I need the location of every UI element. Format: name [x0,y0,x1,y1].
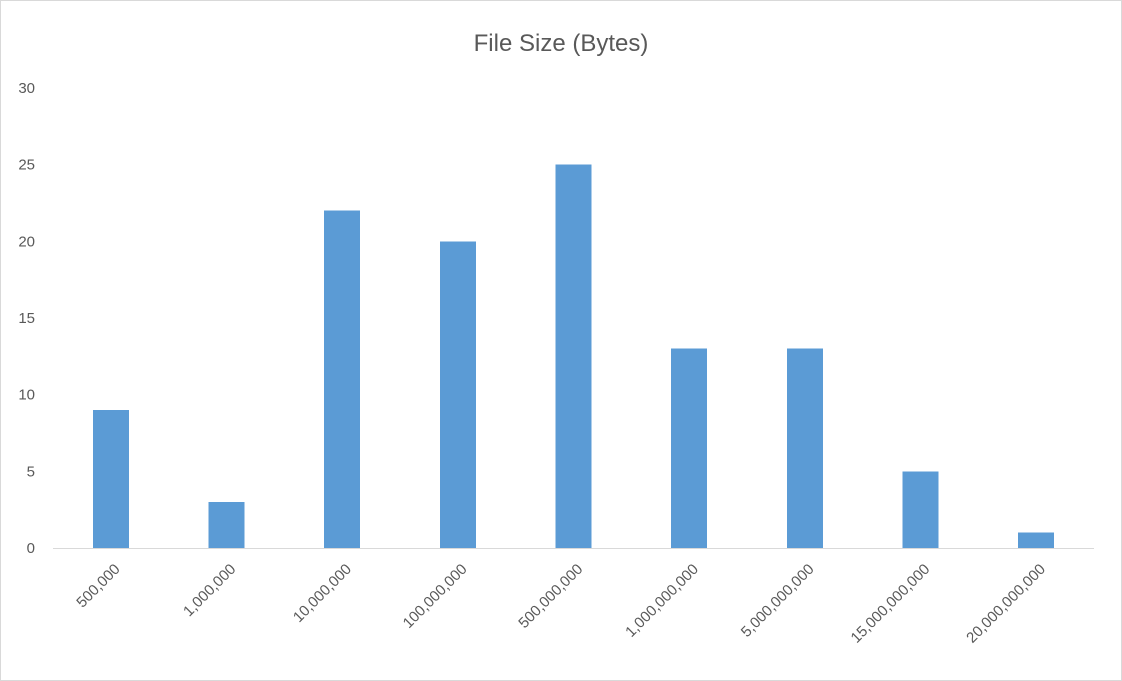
bar-0 [92,410,129,548]
bar-2 [324,210,361,548]
y-tick-label: 15 [18,310,35,327]
y-axis-ticks: 0 5 10 15 20 25 30 [18,80,35,557]
y-tick-label: 10 [18,387,35,404]
bars [92,164,1055,549]
bar-1 [208,502,245,548]
y-tick-label: 20 [18,233,35,250]
bar-6 [786,348,823,548]
x-tick-label: 1,000,000,000 [622,561,702,641]
x-tick-label: 500,000,000 [515,561,586,632]
bar-4 [555,164,592,548]
x-tick-label: 1,000,000 [180,561,239,620]
bar-3 [439,241,476,549]
x-tick-label: 15,000,000,000 [848,561,934,647]
x-tick-label: 100,000,000 [400,561,471,632]
x-tick-label: 5,000,000,000 [738,561,818,641]
bar-8 [1018,532,1055,548]
x-tick-label: 10,000,000 [290,561,355,626]
x-tick-label: 20,000,000,000 [963,561,1049,647]
x-axis-ticks: 500,000 1,000,000 10,000,000 100,000,000 500… [73,561,1049,647]
bar-5 [671,348,708,548]
chart-title: File Size (Bytes) [474,30,649,57]
bar-7 [902,471,939,548]
y-tick-label: 0 [27,540,35,557]
x-tick-label: 500,000 [73,561,123,611]
y-tick-label: 5 [27,463,35,480]
y-tick-label: 25 [18,157,35,174]
y-tick-label: 30 [18,80,35,97]
